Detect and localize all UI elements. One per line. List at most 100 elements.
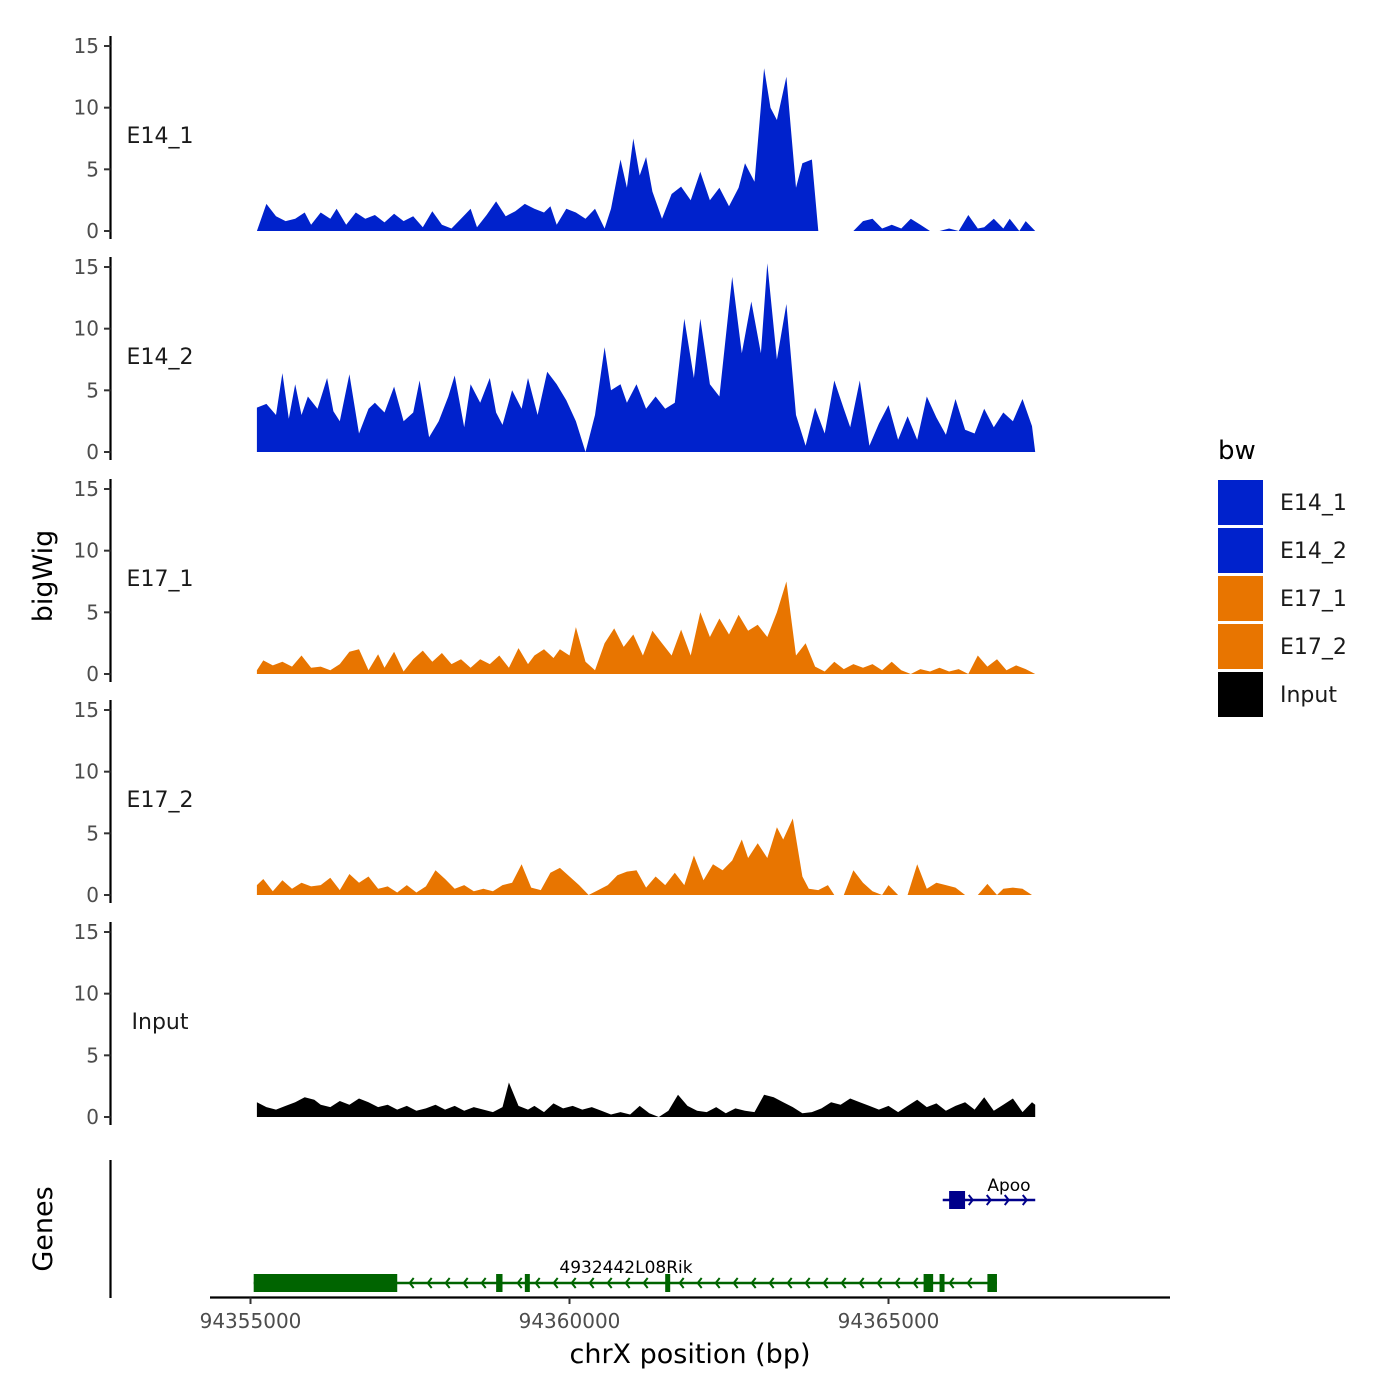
gene-axis-title: Genes [28,1186,59,1271]
strand-arrow [786,1277,793,1289]
strand-arrow [624,1277,631,1289]
legend-label: E14_1 [1280,491,1347,516]
strip-label-e14-2: E14_2 [127,345,194,370]
legend-label: Input [1280,683,1337,708]
strand-arrow [426,1277,433,1289]
y-tick-label: 0 [86,662,99,686]
gene-exon [939,1274,945,1292]
strand-arrow [588,1277,595,1289]
strand-arrow [732,1277,739,1289]
strand-arrow [1021,1194,1029,1206]
strand-arrow [408,1277,415,1289]
strand-arrow [840,1277,847,1289]
strand-arrow [462,1277,469,1289]
y-tick-label: 10 [74,982,99,1006]
strand-arrow [714,1277,721,1289]
x-axis-title: chrX position (bp) [569,1339,810,1370]
gene-exon [987,1274,997,1292]
strip-label-e14-1: E14_1 [127,124,194,149]
strand-arrow [804,1277,811,1289]
track-panel-input: 0 5 10 15 Input [74,920,1036,1129]
strand-arrow [444,1277,451,1289]
coverage-area-e14-1 [256,68,1036,231]
y-axis-title: bigWig [28,530,59,623]
gene-exon [665,1274,671,1292]
strand-arrow [552,1277,559,1289]
strand-arrow [985,1194,993,1206]
legend-label: E17_1 [1280,587,1347,612]
legend: bw E14_1 E14_2 E17_1 E17_2 Input [1218,436,1347,717]
gene-4932442l08rik: 4932442L08Rik [253,1258,997,1292]
strand-arrow [876,1277,883,1289]
legend-key-input [1218,672,1263,717]
strip-label-input: Input [132,1010,189,1035]
y-tick-label: 15 [74,34,99,58]
strand-arrow [570,1277,577,1289]
x-tick-label: 94355000 [200,1309,302,1333]
y-tick-label: 5 [86,1043,99,1067]
strand-arrow [858,1277,865,1289]
gene-exon [524,1274,530,1292]
y-tick-label: 15 [74,920,99,944]
track-panel-e14-1: 0 5 10 15 E14_1 [74,34,1036,243]
coverage-area-e14-2 [256,263,1036,452]
strand-arrow [822,1277,829,1289]
gene-exon [253,1274,398,1292]
coverage-area-e17-1 [256,581,1036,674]
y-tick-label: 0 [86,1105,99,1129]
legend-label: E14_2 [1280,539,1347,564]
gene-label: 4932442L08Rik [559,1258,692,1278]
strand-arrow [912,1277,919,1289]
coverage-tracks: 0 5 10 15 E14_1 0 5 10 15 E14_2 0 5 10 15 E17_1 0 5 10 15 E… [74,34,1036,1129]
y-tick-label: 5 [86,600,99,624]
track-panel-e14-2: 0 5 10 15 E14_2 [74,255,1036,464]
strand-arrow [606,1277,613,1289]
strand-arrow [948,1277,955,1289]
strand-arrow [966,1277,973,1289]
gene-label: Apoo [987,1176,1030,1196]
strand-arrow [642,1277,649,1289]
y-tick-label: 15 [74,477,99,501]
legend-label: E17_2 [1280,635,1347,660]
track-panel-e17-2: 0 5 10 15 E17_2 [74,698,1032,907]
legend-key-e17-1 [1218,576,1263,621]
strand-arrow [768,1277,775,1289]
strand-arrow [534,1277,541,1289]
gene-exon [496,1274,503,1292]
y-tick-label: 10 [74,96,99,120]
gene-exon [949,1191,966,1209]
strand-arrow [678,1277,685,1289]
strand-arrow [750,1277,757,1289]
gene-track: Apoo 4932442L08Rik [109,1160,1036,1298]
strip-label-e17-1: E17_1 [127,567,194,592]
y-tick-label: 5 [86,157,99,181]
x-tick-label: 94360000 [519,1309,621,1333]
y-tick-label: 0 [86,219,99,243]
y-tick-label: 15 [74,698,99,722]
coverage-area-input [256,1082,1036,1117]
strip-label-e17-2: E17_2 [127,788,194,813]
y-tick-label: 15 [74,255,99,279]
legend-key-e14-1 [1218,480,1263,525]
coverage-area-e17-2 [256,818,1032,895]
strand-arrow [967,1194,975,1206]
x-axis: 94355000 94360000 94365000 [200,1296,1170,1333]
strand-arrow [1003,1194,1011,1206]
legend-title: bw [1218,436,1256,466]
strand-arrow [894,1277,901,1289]
y-tick-label: 5 [86,821,99,845]
track-panel-e17-1: 0 5 10 15 E17_1 [74,477,1036,686]
y-tick-label: 10 [74,317,99,341]
legend-key-e17-2 [1218,624,1263,669]
y-tick-label: 0 [86,440,99,464]
strand-arrow [480,1277,487,1289]
y-tick-label: 5 [86,378,99,402]
y-tick-label: 10 [74,760,99,784]
legend-key-e14-2 [1218,528,1263,573]
y-tick-label: 10 [74,539,99,563]
strand-arrow [696,1277,703,1289]
y-tick-label: 0 [86,883,99,907]
gene-apoo: Apoo [942,1176,1036,1209]
gene-exon [923,1274,934,1292]
